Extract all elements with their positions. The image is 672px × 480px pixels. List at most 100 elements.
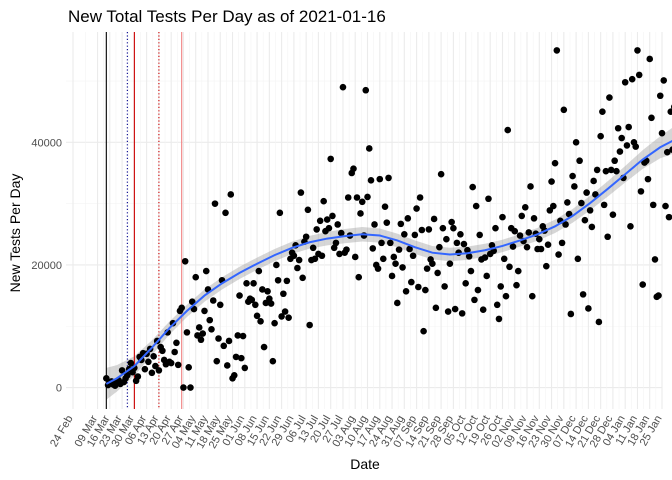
data-point [274, 276, 282, 284]
data-point [483, 272, 491, 280]
data-point [141, 365, 149, 373]
data-point [187, 384, 194, 391]
data-point [578, 199, 585, 207]
data-point [316, 217, 324, 225]
data-point [355, 273, 363, 281]
data-point [430, 215, 438, 223]
data-point [174, 361, 182, 369]
data-point [523, 243, 531, 251]
data-point [185, 364, 193, 371]
data-point [399, 264, 406, 271]
data-point [327, 155, 334, 163]
data-point [623, 142, 631, 149]
data-point [565, 210, 573, 218]
data-point [467, 267, 475, 275]
data-point [379, 255, 387, 263]
data-point [669, 146, 672, 153]
data-point [225, 337, 233, 345]
data-point [311, 255, 319, 263]
data-point [518, 212, 526, 220]
data-point [555, 251, 562, 258]
data-point [223, 362, 231, 369]
data-point [516, 232, 524, 239]
data-point [134, 373, 142, 380]
data-point [173, 339, 180, 347]
data-point [588, 223, 596, 231]
data-point [353, 194, 361, 201]
data-point [294, 264, 301, 272]
data-point [362, 86, 370, 94]
data-point [216, 301, 224, 309]
data-point [255, 267, 263, 275]
data-point [655, 292, 662, 299]
data-point [385, 174, 392, 182]
data-point [627, 223, 634, 230]
data-point [367, 177, 375, 184]
data-point [656, 92, 664, 100]
confidence-band-area [106, 127, 672, 400]
data-point [662, 202, 669, 210]
data-point [667, 108, 672, 115]
data-point [651, 256, 659, 263]
data-point [416, 194, 424, 201]
data-point [560, 106, 568, 114]
data-point [374, 265, 382, 272]
y-tick-label: 20000 [31, 260, 62, 272]
data-point [562, 221, 569, 228]
data-point [208, 326, 215, 333]
data-point [543, 262, 550, 270]
data-point [304, 206, 312, 214]
data-point [171, 348, 178, 356]
data-point [376, 175, 384, 183]
data-point [606, 94, 613, 101]
data-point [551, 159, 559, 167]
data-point [611, 157, 618, 165]
data-point [386, 239, 394, 247]
reference-lines [105, 32, 183, 409]
data-point [339, 83, 347, 91]
data-point [369, 245, 377, 252]
data-point [504, 126, 512, 134]
data-point [530, 215, 538, 222]
data-point [325, 224, 333, 232]
data-point [222, 209, 229, 217]
data-point [364, 193, 371, 201]
data-point [199, 330, 207, 337]
data-point [422, 286, 429, 294]
data-point [406, 245, 413, 253]
data-point [395, 246, 403, 253]
data-point [232, 353, 240, 361]
data-point [365, 145, 373, 152]
data-point [616, 148, 624, 155]
data-point [500, 255, 508, 263]
chart-title: New Total Tests Per Day as of 2021-01-16 [68, 7, 386, 26]
data-point [660, 77, 668, 84]
data-point [448, 218, 455, 226]
data-point [297, 189, 305, 196]
data-point [451, 305, 459, 313]
data-point [318, 252, 326, 260]
data-point [351, 253, 359, 261]
data-point [472, 202, 480, 210]
data-point [234, 332, 242, 339]
data-point [634, 47, 641, 54]
data-point [358, 198, 366, 206]
data-point [260, 343, 268, 351]
data-point [625, 123, 632, 131]
data-point [103, 375, 110, 382]
data-point [209, 297, 217, 304]
data-point [309, 244, 317, 252]
data-point [479, 306, 487, 313]
data-point [401, 230, 408, 238]
data-point [450, 224, 457, 232]
data-point [259, 286, 266, 293]
data-point [432, 304, 440, 312]
data-point [423, 265, 431, 272]
data-point [276, 209, 284, 217]
data-point [632, 143, 640, 150]
data-point [278, 313, 285, 320]
data-point [544, 241, 552, 249]
data-point [159, 347, 166, 355]
data-point [388, 272, 396, 280]
data-point [599, 108, 606, 115]
